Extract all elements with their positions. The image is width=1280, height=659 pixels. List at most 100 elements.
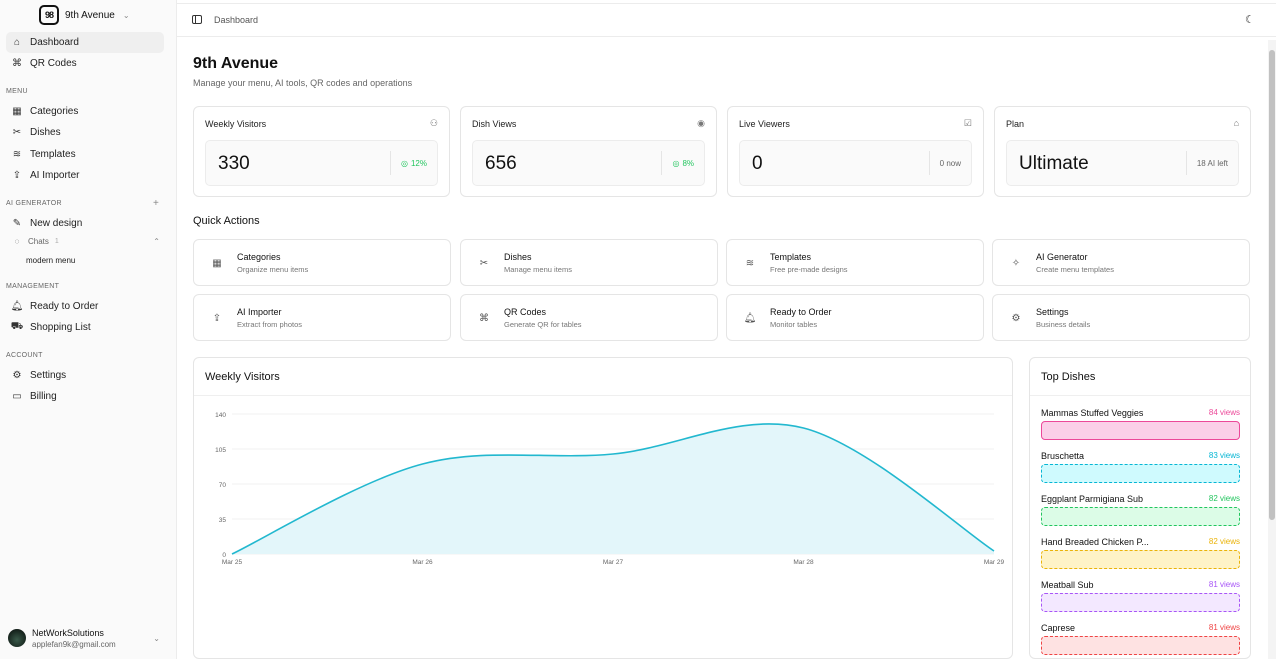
- dish-name: Bruschetta: [1041, 451, 1085, 461]
- quick-action-ai-generator[interactable]: ✧ AI Generator Create menu templates: [992, 239, 1250, 286]
- sidebar-item-categories[interactable]: ▦ Categories: [6, 101, 164, 122]
- sidebar-item-dashboard[interactable]: ⌂ Dashboard: [6, 32, 164, 53]
- chat-item[interactable]: modern menu: [26, 256, 76, 265]
- dish-name: Mammas Stuffed Veggies: [1041, 408, 1144, 418]
- quick-action-desc: Generate QR for tables: [504, 320, 582, 329]
- chevron-up-icon: ⌃: [153, 236, 160, 246]
- layers-icon: ≋: [12, 149, 22, 160]
- quick-action-desc: Monitor tables: [770, 320, 818, 329]
- qr-icon: ⌘: [479, 312, 489, 324]
- scrollbar-thumb[interactable]: [1269, 50, 1275, 520]
- building-icon: ⌂: [1233, 118, 1239, 128]
- section-menu: MENU: [6, 88, 28, 95]
- gear-icon: ⚙: [12, 370, 22, 381]
- x-tick-label: Mar 26: [412, 559, 433, 566]
- dish-views: 84 views: [1208, 408, 1240, 417]
- trend-up-icon: ◎: [672, 158, 680, 168]
- quick-action-desc: Manage menu items: [504, 265, 572, 274]
- section-management: MANAGEMENT: [6, 283, 60, 290]
- brand-logo: 98: [39, 5, 59, 25]
- sidebar-item-label: New design: [30, 218, 83, 229]
- quick-action-desc: Business details: [1036, 320, 1091, 329]
- brand-switcher[interactable]: 98 9th Avenue ⌄: [39, 5, 130, 25]
- quick-action-title: QR Codes: [504, 307, 547, 317]
- brand-name: 9th Avenue: [65, 9, 115, 21]
- sidebar-item-billing[interactable]: ▭ Billing: [6, 386, 164, 407]
- quick-action-templates[interactable]: ≋ Templates Free pre-made designs: [726, 239, 984, 286]
- stat-trend: 18 AI left: [1185, 151, 1238, 175]
- quick-action-ready-to-order[interactable]: 🔔︎ Ready to Order Monitor tables: [726, 294, 984, 341]
- quick-action-dishes[interactable]: ✂ Dishes Manage menu items: [460, 239, 718, 286]
- gear-icon: ⚙: [1011, 312, 1021, 324]
- wand-icon: ✎: [12, 218, 22, 229]
- stat-label: Dish Views: [472, 119, 517, 129]
- sidebar-item-ready-to-order[interactable]: 🔔︎ Ready to Order: [6, 296, 164, 317]
- sidebar-item-settings[interactable]: ⚙ Settings: [6, 365, 164, 386]
- sidebar-item-new-design[interactable]: ✎ New design: [6, 213, 164, 234]
- x-tick-label: Mar 27: [603, 559, 624, 566]
- x-tick-label: Mar 25: [222, 559, 243, 566]
- quick-action-desc: Free pre-made designs: [770, 265, 848, 274]
- stat-label: Plan: [1006, 119, 1025, 129]
- user-menu[interactable]: NetWorkSolutions applefan9k@gmail.com ⌄: [8, 625, 160, 651]
- grid-icon: ▦: [12, 106, 22, 117]
- user-email: applefan9k@gmail.com: [32, 639, 116, 649]
- chevron-updown-icon: ⌄: [153, 633, 160, 643]
- stat-label: Live Viewers: [739, 119, 790, 129]
- sidebar-item-label: Dashboard: [30, 37, 79, 48]
- y-tick-label: 105: [215, 447, 226, 454]
- home-icon: ⌂: [13, 37, 21, 48]
- quick-actions-title: Quick Actions: [193, 215, 260, 227]
- theme-toggle-icon[interactable]: ☾: [1245, 14, 1255, 26]
- sidebar-item-templates[interactable]: ≋ Templates: [6, 144, 164, 165]
- quick-action-title: Settings: [1036, 307, 1069, 317]
- sidebar-item-ai-importer[interactable]: ⇪ AI Importer: [6, 165, 164, 186]
- topbar: Dashboard ☾: [177, 3, 1276, 37]
- sparkle-icon: ✧: [1011, 257, 1021, 269]
- weekly-visitors-chart: 0 35 70 105 140 Mar 25 Mar 26 Mar 27 Mar 28 Mar 2…: [215, 412, 1004, 566]
- eye-icon: ◉: [697, 118, 705, 128]
- quick-action-desc: Organize menu items: [237, 265, 309, 274]
- quick-action-categories[interactable]: ▦ Categories Organize menu items: [193, 239, 451, 286]
- dish-name: Meatball Sub: [1041, 580, 1094, 590]
- stat-value: 330: [218, 153, 250, 174]
- sidebar-item-dishes[interactable]: ✂ Dishes: [6, 122, 164, 143]
- stat-value: 0: [752, 153, 763, 174]
- y-tick-label: 140: [215, 412, 226, 419]
- sidebar: 98 9th Avenue ⌄ ⌂ Dashboard ⌘ QR Codes M…: [0, 0, 177, 659]
- quick-action-qr-codes[interactable]: ⌘ QR Codes Generate QR for tables: [460, 294, 718, 341]
- chats-toggle[interactable]: ◌ Chats 1 ⌃: [12, 236, 160, 246]
- top-dish-item: Meatball Sub 81 views: [1041, 580, 1240, 620]
- dish-views-bar: [1041, 464, 1240, 483]
- activity-icon: ☑: [963, 118, 972, 128]
- dish-views: 83 views: [1208, 451, 1240, 460]
- layers-icon: ≋: [745, 257, 755, 269]
- quick-action-title: Ready to Order: [770, 307, 832, 317]
- chats-label: Chats: [28, 236, 49, 246]
- quick-action-settings[interactable]: ⚙ Settings Business details: [992, 294, 1250, 341]
- y-tick-label: 70: [219, 482, 227, 489]
- chart-title: Weekly Visitors: [205, 371, 280, 383]
- sidebar-item-label: Categories: [30, 106, 79, 117]
- dish-views: 82 views: [1208, 537, 1240, 546]
- dish-views-bar: [1041, 593, 1240, 612]
- stat-card-live-viewers: Live Viewers ☑ 0 0 now: [727, 106, 984, 197]
- utensils-icon: ✂: [479, 257, 489, 269]
- sidebar-item-qr-codes[interactable]: ⌘ QR Codes: [6, 53, 164, 74]
- stat-value: 656: [485, 153, 517, 174]
- dish-views-bar: [1041, 550, 1240, 569]
- dish-views: 81 views: [1208, 580, 1240, 589]
- qr-icon: ⌘: [12, 58, 22, 69]
- quick-action-title: Dishes: [504, 252, 532, 262]
- quick-action-ai-importer[interactable]: ⇪ AI Importer Extract from photos: [193, 294, 451, 341]
- sidebar-item-label: Dishes: [30, 127, 61, 138]
- top-dish-item: Caprese 81 views: [1041, 623, 1240, 658]
- chat-icon: ◌: [14, 236, 20, 246]
- section-account: ACCOUNT: [6, 352, 43, 359]
- plus-icon[interactable]: +: [153, 198, 159, 209]
- sidebar-toggle-icon[interactable]: [192, 15, 202, 24]
- sidebar-item-label: Billing: [30, 391, 57, 402]
- sidebar-item-shopping-list[interactable]: ⛟ Shopping List: [6, 317, 164, 338]
- scrollbar[interactable]: [1268, 40, 1276, 659]
- sidebar-item-label: QR Codes: [30, 58, 77, 69]
